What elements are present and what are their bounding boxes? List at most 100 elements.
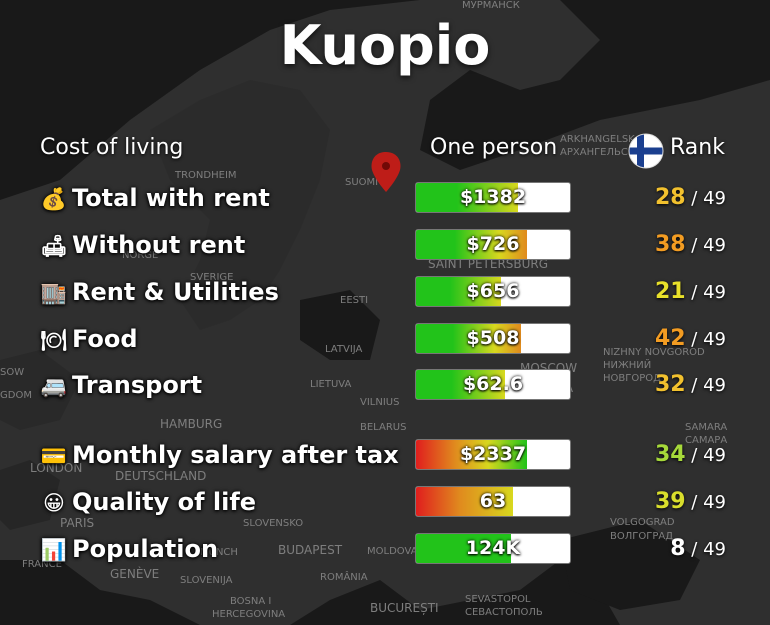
credit-card-icon: 💳 (40, 444, 68, 468)
value-text: $508 (466, 327, 520, 349)
rank-number: 34 (654, 442, 686, 467)
map-label: LONDON (30, 461, 82, 475)
map-label: BUCUREȘTI (370, 601, 439, 615)
value-bar: 124K (415, 533, 571, 564)
value-text: $656 (466, 280, 520, 302)
rank-number: 38 (654, 232, 686, 257)
rank-total: / 49 (685, 375, 726, 396)
row-label-text: Without rent (72, 231, 246, 259)
value-text: $726 (466, 233, 520, 255)
row-label: 🚐 Transport (40, 367, 202, 403)
map-label: MÜNCH (200, 545, 238, 558)
map-label: ARKHANGELSK (560, 134, 635, 145)
map-label: EESTI (340, 295, 368, 306)
value-text: 63 (479, 490, 507, 512)
rank: 34 / 49 (600, 437, 726, 473)
couch-icon: 🛋 (40, 234, 68, 258)
rank: 28 / 49 (600, 180, 726, 216)
row-label-text: Quality of life (72, 488, 257, 516)
rank-total: / 49 (685, 282, 726, 303)
header-rank: Rank (670, 135, 725, 160)
row-label-text: Rent & Utilities (72, 278, 279, 306)
rank: 39 / 49 (600, 484, 726, 520)
map-label: НОВГОРОД (603, 373, 661, 384)
van-icon: 🚐 (40, 374, 68, 398)
map-label: НИЖНИЙ (603, 358, 651, 371)
map-label: GENÈVE (110, 566, 159, 581)
value-bar-fill (416, 183, 518, 212)
value-bar: $62.6 (415, 369, 571, 400)
map-label: SLOVENIJA (180, 575, 233, 586)
map-label: HERCEGOVINA (212, 609, 285, 620)
value-bar: $2337 (415, 439, 571, 470)
map-label: LIETUVA (310, 379, 351, 390)
cost-row: 💳 Monthly salary after tax $2337 34 / 49 (0, 437, 770, 473)
value-bar: $1382 (415, 182, 571, 213)
map-label: САМАРА (685, 435, 727, 446)
value-text: $1382 (459, 186, 527, 208)
map-label: BOSNA I (230, 596, 271, 607)
bar-chart-icon: 📊 (40, 538, 68, 562)
value-bar-fill (416, 324, 521, 353)
map-label: SUOMI (345, 177, 378, 188)
map-label: VILNIUS (360, 397, 399, 408)
value-bar-fill (416, 534, 512, 563)
map-label: ROMÂNIA (320, 570, 368, 583)
map-label: DEUTSCHLAND (115, 469, 206, 483)
rank-number: 32 (654, 372, 686, 397)
map-label: SOW (0, 367, 24, 378)
row-label-text: Transport (72, 371, 203, 399)
map-label: BUDAPEST (278, 543, 343, 557)
cost-row: 📊 Population 124K 8 / 49 (0, 531, 770, 567)
header-cost-of-living: Cost of living (40, 135, 184, 160)
map-label: SEVASTOPOL (465, 594, 531, 605)
map-label: GDOM (0, 390, 32, 401)
rank-number: 28 (654, 185, 686, 210)
rank: 8 / 49 (600, 531, 726, 567)
row-label-text: Food (72, 325, 138, 353)
map-label: MOLDOVA (367, 546, 418, 557)
rank-number: 8 (670, 536, 686, 561)
map-label: МУРМАНСК (462, 0, 520, 11)
rank-total: / 49 (685, 235, 726, 256)
cost-row: 🚐 Transport $62.6 32 / 49 (0, 367, 770, 403)
rank: 38 / 49 (600, 227, 726, 263)
row-label: 🛋 Without rent (40, 227, 246, 263)
money-bag-icon: 💰 (40, 187, 68, 211)
row-label: 💳 Monthly salary after tax (40, 437, 399, 473)
value-bar: $508 (415, 323, 571, 354)
cost-row: 😀 Quality of life 63 39 / 49 (0, 484, 770, 520)
value-bar-fill (416, 487, 514, 516)
building-icon: 🏬 (40, 281, 68, 305)
rank: 32 / 49 (600, 367, 726, 403)
map-label: NIZHNY NOVGOROD (603, 347, 705, 358)
cost-row: 🛋 Without rent $726 38 / 49 (0, 227, 770, 263)
row-label: 🏬 Rent & Utilities (40, 274, 279, 310)
value-bar: 63 (415, 486, 571, 517)
map-label: SVERIGE (190, 272, 233, 283)
value-bar-fill (416, 440, 527, 469)
rank: 42 / 49 (600, 321, 726, 357)
value-text: $2337 (459, 443, 527, 465)
value-bar-fill (416, 230, 527, 259)
rank-total: / 49 (685, 492, 726, 513)
row-label: 💰 Total with rent (40, 180, 270, 216)
header-one-person: One person (430, 135, 558, 160)
map-label: SAINT PETERSBURG (428, 257, 548, 271)
value-text: $62.6 (462, 373, 524, 395)
rank-number: 21 (654, 279, 686, 304)
map-label: PARIS (60, 516, 94, 530)
row-label-text: Monthly salary after tax (72, 441, 399, 469)
rank-total: / 49 (685, 445, 726, 466)
map-label: АРХАНГЕЛЬСК (560, 147, 635, 158)
row-label-text: Total with rent (72, 184, 270, 212)
rank-number: 42 (654, 326, 686, 351)
value-bar: $726 (415, 229, 571, 260)
location-pin-icon (371, 152, 401, 192)
row-label: 📊 Population (40, 531, 218, 567)
map-label: HAMBURG (160, 417, 222, 431)
value-bar-fill (416, 277, 501, 306)
rank-total: / 49 (685, 188, 726, 209)
map-label: NORGE (122, 250, 158, 261)
rank-total: / 49 (685, 329, 726, 350)
